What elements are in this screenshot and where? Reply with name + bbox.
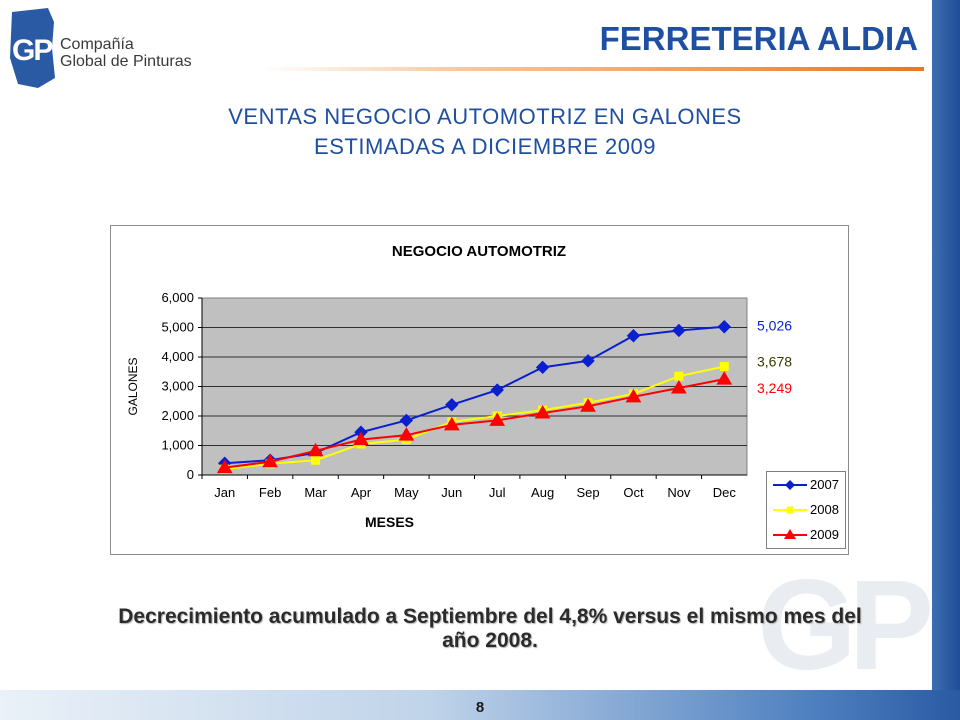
- legend-label: 2007: [810, 477, 839, 492]
- data-point-2007: [672, 323, 686, 338]
- legend-swatch: [773, 506, 807, 514]
- data-point-2009: [671, 379, 687, 394]
- chart-legend: 2007 2008 2009: [766, 471, 846, 549]
- x-tick-label: Oct: [623, 485, 644, 500]
- end-label-2007: 5,026: [757, 318, 792, 334]
- company-name: FERRETERIA ALDIA: [599, 20, 918, 57]
- series-line-2007: [224, 325, 725, 465]
- data-point-2007: [535, 360, 550, 375]
- end-label-2009: 3,249: [757, 380, 792, 396]
- logo-text: Compañía Global de Pinturas: [60, 36, 192, 70]
- series-line-2008: [224, 365, 725, 471]
- data-point-2009: [307, 442, 324, 457]
- y-tick-label: 4,000: [161, 349, 194, 364]
- x-tick-label: Nov: [667, 485, 691, 500]
- y-axis-label: GALONES: [126, 357, 140, 415]
- x-tick-label: Jun: [441, 485, 462, 500]
- right-decorative-bar: [932, 0, 960, 720]
- logo-mark-text: GP: [12, 34, 53, 67]
- x-tick-label: May: [394, 485, 419, 500]
- y-tick-label: 2,000: [161, 408, 194, 423]
- x-tick-label: Dec: [713, 485, 737, 500]
- legend-item-2008: 2008: [767, 498, 845, 522]
- data-point-2008: [719, 361, 729, 371]
- x-tick-label: Apr: [351, 485, 372, 500]
- y-tick-label: 1,000: [161, 438, 194, 453]
- legend-swatch: [773, 529, 807, 539]
- y-tick-label: 3,000: [161, 379, 194, 394]
- x-tick-label: Aug: [531, 485, 554, 500]
- data-point-2007: [490, 383, 504, 397]
- data-point-2009: [398, 427, 415, 441]
- legend-label: 2008: [810, 502, 839, 517]
- page-number: 8: [475, 699, 485, 716]
- data-point-2009: [534, 405, 551, 419]
- data-point-2009: [625, 388, 642, 403]
- data-point-2009: [262, 453, 278, 468]
- data-point-2007: [399, 413, 414, 428]
- legend-swatch: [773, 480, 807, 490]
- data-point-2007: [445, 398, 459, 412]
- data-point-2009: [216, 459, 233, 474]
- data-point-2008: [674, 371, 684, 381]
- logo-line-2: Global de Pinturas: [60, 53, 192, 70]
- slide-title: VENTAS NEGOCIO AUTOMOTRIZ EN GALONES EST…: [100, 102, 870, 162]
- x-tick-label: Feb: [259, 485, 281, 500]
- y-tick-label: 5,000: [161, 320, 194, 335]
- y-tick-label: 6,000: [161, 290, 194, 305]
- gp-watermark: GP: [757, 554, 934, 697]
- bottom-decorative-bar: [0, 690, 960, 720]
- slide-title-line-2: ESTIMADAS A DICIEMBRE 2009: [314, 134, 656, 159]
- header-divider: [262, 67, 924, 71]
- series-line-2009: [224, 378, 725, 469]
- slide-caption: Decrecimiento acumulado a Septiembre del…: [118, 605, 862, 652]
- gp-logo-icon: [10, 8, 55, 88]
- data-point-2007: [717, 320, 731, 334]
- data-point-2007: [626, 329, 641, 343]
- chart-container: NEGOCIO AUTOMOTRIZ 0 1,000 2,000 3,000 4,000 5…: [110, 225, 849, 555]
- legend-item-2007: 2007: [767, 473, 845, 497]
- legend-item-2009: 2009: [767, 523, 845, 547]
- x-tick-label: Sep: [576, 485, 599, 500]
- data-point-2009: [443, 416, 460, 431]
- logo-line-1: Compañía: [60, 36, 134, 53]
- data-point-2009: [580, 398, 596, 412]
- legend-label: 2009: [810, 527, 839, 542]
- end-label-2008: 3,678: [757, 353, 792, 369]
- x-tick-label: Jan: [214, 485, 235, 500]
- data-point-2008: [311, 455, 321, 465]
- x-tick-label: Jul: [489, 485, 506, 500]
- y-tick-label: 0: [187, 467, 194, 482]
- x-axis-label: MESES: [365, 514, 414, 530]
- line-chart: NEGOCIO AUTOMOTRIZ 0 1,000 2,000 3,000 4,000 5…: [126, 243, 792, 530]
- data-point-2009: [716, 371, 733, 385]
- data-point-2009: [489, 412, 506, 426]
- slide-title-line-1: VENTAS NEGOCIO AUTOMOTRIZ EN GALONES: [228, 104, 742, 129]
- x-tick-label: Mar: [304, 485, 327, 500]
- data-point-2007: [581, 354, 595, 368]
- data-point-2009: [353, 431, 369, 446]
- chart-title: NEGOCIO AUTOMOTRIZ: [392, 243, 566, 260]
- company-logo: GP Compañía Global de Pinturas: [8, 8, 198, 88]
